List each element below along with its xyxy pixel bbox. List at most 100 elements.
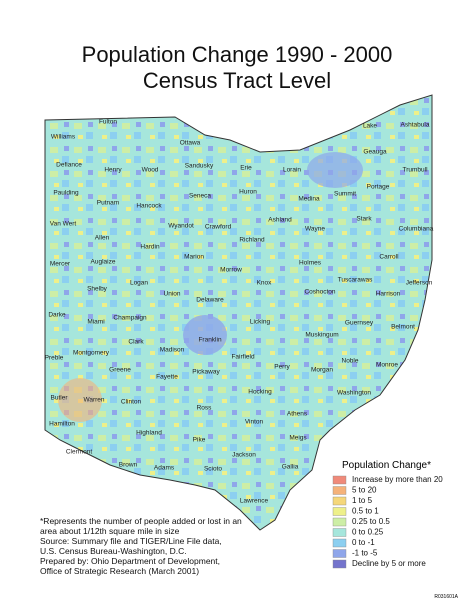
county-label: Pickaway bbox=[192, 369, 220, 376]
county-label: Miami bbox=[87, 319, 104, 326]
ohio-outline bbox=[44, 94, 433, 531]
county-label: Crawford bbox=[205, 224, 232, 231]
county-label: Paulding bbox=[53, 190, 79, 197]
county-label: Morrow bbox=[220, 267, 242, 274]
county-label: Auglaize bbox=[91, 259, 116, 266]
county-label: Ottawa bbox=[180, 140, 201, 147]
county-label: Hancock bbox=[136, 203, 162, 210]
county-label: Columbiana bbox=[399, 226, 434, 233]
county-label: Greene bbox=[109, 367, 131, 374]
county-label: Hamilton bbox=[49, 421, 75, 428]
county-label: Franklin bbox=[198, 337, 222, 344]
county-label: Fairfield bbox=[231, 354, 255, 361]
county-label: Hocking bbox=[248, 389, 272, 396]
county-label: Clermont bbox=[66, 449, 93, 456]
footnote: *Represents the number of people added o… bbox=[40, 516, 242, 576]
map-code: R031601A bbox=[434, 594, 458, 600]
legend-label: -1 to -5 bbox=[352, 549, 378, 558]
county-label: Allen bbox=[95, 235, 110, 242]
county-label: Huron bbox=[239, 189, 257, 196]
legend-swatch bbox=[332, 549, 347, 558]
footnote-line: *Represents the number of people added o… bbox=[40, 516, 242, 526]
county-label: Madison bbox=[160, 347, 185, 354]
footnote-line: Source: Summary file and TIGER/Line File… bbox=[40, 536, 222, 546]
county-label: Williams bbox=[51, 134, 76, 141]
county-label: Knox bbox=[257, 280, 273, 287]
footnote-line: Prepared by: Ohio Department of Developm… bbox=[40, 556, 220, 566]
county-label: Washington bbox=[337, 390, 371, 397]
legend-label: 5 to 20 bbox=[352, 486, 377, 495]
county-label: Jackson bbox=[232, 452, 256, 459]
county-label: Fayette bbox=[156, 374, 178, 381]
county-label: Putnam bbox=[97, 200, 119, 207]
county-label: Preble bbox=[45, 355, 64, 362]
county-label: Wayne bbox=[305, 226, 325, 233]
footnote-line: area about 1/12th square mile in size bbox=[40, 526, 180, 536]
county-label: Stark bbox=[356, 216, 372, 223]
county-label: Summit bbox=[334, 191, 356, 198]
legend-label: 0 to -1 bbox=[352, 538, 375, 547]
county-label: Logan bbox=[130, 280, 148, 287]
county-label: Guernsey bbox=[345, 320, 374, 327]
county-label: Darke bbox=[48, 312, 66, 319]
county-label: Portage bbox=[367, 184, 390, 191]
county-label: Vinton bbox=[245, 419, 264, 426]
legend-label: Increase by more than 20 bbox=[352, 475, 443, 484]
footnote-line: U.S. Census Bureau-Washington, D.C. bbox=[40, 546, 187, 556]
county-label: Holmes bbox=[299, 260, 322, 267]
legend-label: 1 to 5 bbox=[352, 496, 373, 505]
county-label: Montgomery bbox=[73, 350, 110, 357]
county-label: Hardin bbox=[140, 244, 160, 251]
county-label: Coshocton bbox=[304, 289, 335, 296]
legend: Increase by more than 20 5 to 201 to 5 0.5… bbox=[332, 475, 443, 569]
legend-swatch bbox=[332, 486, 347, 495]
legend-swatch bbox=[332, 538, 347, 548]
county-label: Mercer bbox=[50, 261, 71, 268]
urban-area bbox=[307, 152, 363, 188]
county-label: Monroe bbox=[376, 362, 398, 369]
footnote-line: Office of Strategic Research (March 2001… bbox=[40, 566, 199, 576]
county-label: Harrison bbox=[376, 291, 401, 298]
county-label: Ashland bbox=[268, 217, 292, 224]
county-label: Carroll bbox=[379, 254, 399, 261]
legend-swatch bbox=[332, 528, 347, 537]
legend-swatch bbox=[332, 475, 347, 485]
county-label: Geauga bbox=[363, 149, 387, 156]
title: Population Change 1990 - 2000 bbox=[82, 42, 393, 67]
legend-swatch bbox=[332, 496, 347, 506]
county-label: Wyandot bbox=[168, 223, 194, 230]
county-label: Lake bbox=[363, 123, 377, 130]
legend-swatch bbox=[332, 507, 347, 516]
county-label: Meigs bbox=[289, 435, 307, 442]
county-label: Clinton bbox=[121, 399, 142, 406]
county-label: Lorain bbox=[283, 167, 301, 174]
county-label: Defiance bbox=[56, 162, 82, 169]
county-label: Wood bbox=[142, 167, 159, 174]
county-label: Belmont bbox=[391, 324, 415, 331]
county-label: Perry bbox=[274, 364, 290, 371]
county-label: Shelby bbox=[87, 286, 108, 293]
county-label: Fulton bbox=[99, 119, 117, 126]
county-label: Medina bbox=[298, 196, 320, 203]
county-labels: Williams Fulton Ottawa Defiance Henry Wood San… bbox=[45, 119, 434, 505]
county-label: Seneca bbox=[189, 193, 211, 200]
county-label: Warren bbox=[83, 397, 104, 404]
county-label: Ross bbox=[197, 405, 213, 412]
county-label: Union bbox=[164, 291, 181, 298]
county-label: Muskingum bbox=[305, 332, 338, 339]
county-label: Highland bbox=[136, 430, 162, 437]
county-label: Licking bbox=[250, 319, 271, 326]
urban-area bbox=[58, 378, 102, 422]
legend-title: Population Change* bbox=[342, 460, 431, 471]
legend-label: Decline by 5 or more bbox=[352, 559, 426, 568]
county-label: Gallia bbox=[282, 464, 299, 471]
legend-label: 0.25 to 0.5 bbox=[352, 517, 390, 526]
legend-label: 0 to 0.25 bbox=[352, 528, 384, 537]
county-label: Butler bbox=[51, 395, 69, 402]
county-label: Van Wert bbox=[50, 221, 77, 228]
county-label: Noble bbox=[342, 358, 359, 365]
legend-label: 0.5 to 1 bbox=[352, 507, 379, 516]
county-label: Morgan bbox=[311, 367, 333, 374]
county-label: Brown bbox=[119, 462, 138, 469]
county-label: Ashtabula bbox=[401, 122, 430, 129]
